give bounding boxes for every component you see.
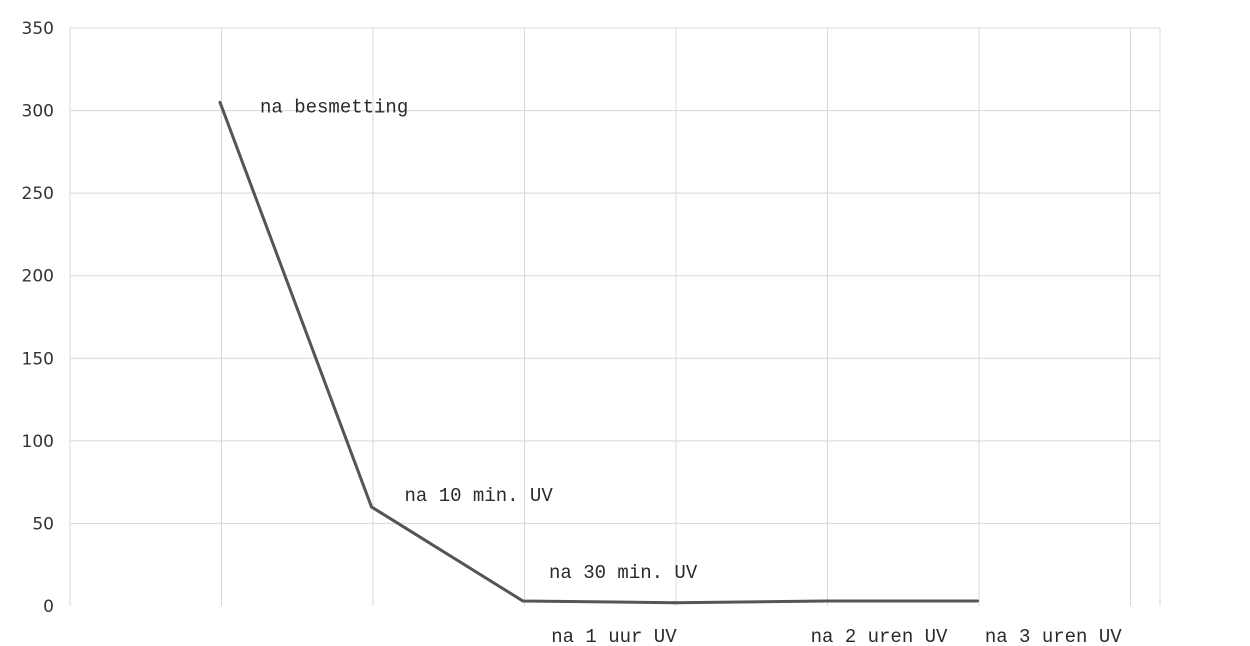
y-tick-label: 50 bbox=[32, 514, 54, 534]
y-tick-label: 350 bbox=[22, 19, 54, 39]
data-point bbox=[218, 100, 222, 104]
annotation-label: na 10 min. UV bbox=[405, 485, 554, 507]
y-tick-label: 300 bbox=[22, 102, 54, 122]
annotation-label: na besmetting bbox=[260, 96, 408, 118]
annotation-label: na 30 min. UV bbox=[549, 562, 698, 584]
y-tick-label: 100 bbox=[22, 432, 54, 452]
y-axis: 0 50 100 150 200 250 300 350 bbox=[22, 19, 54, 617]
annotation-label: na 1 uur UV bbox=[551, 626, 677, 646]
y-tick-label: 150 bbox=[22, 349, 54, 369]
series-line bbox=[218, 100, 979, 605]
data-point bbox=[824, 599, 828, 603]
gridlines bbox=[69, 27, 1161, 606]
data-point bbox=[673, 601, 676, 605]
y-tick-label: 0 bbox=[43, 597, 54, 617]
y-tick-label: 250 bbox=[22, 184, 54, 204]
annotations: na besmetting na 10 min. UV na 30 min. UV n… bbox=[260, 96, 1122, 646]
data-point bbox=[976, 599, 979, 603]
annotation-label: na 2 uren UV bbox=[811, 626, 948, 646]
data-point bbox=[521, 599, 525, 603]
series-path bbox=[218, 101, 978, 605]
data-point bbox=[370, 505, 373, 509]
annotation-label: na 3 uren UV bbox=[985, 626, 1122, 646]
y-tick-label: 200 bbox=[22, 267, 54, 287]
